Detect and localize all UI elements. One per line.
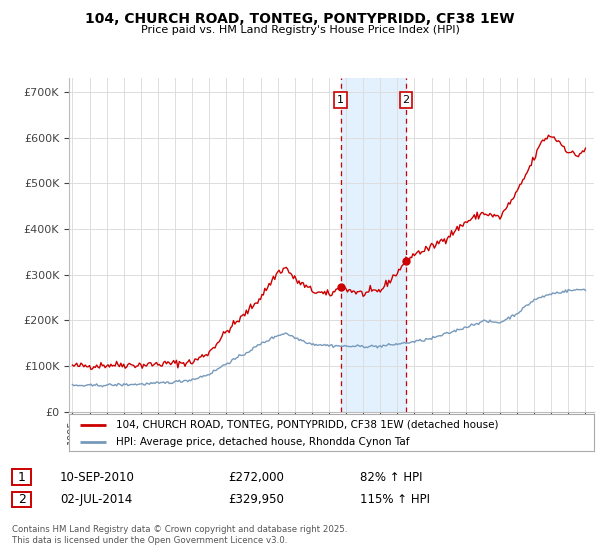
Text: 104, CHURCH ROAD, TONTEG, PONTYPRIDD, CF38 1EW: 104, CHURCH ROAD, TONTEG, PONTYPRIDD, CF… bbox=[85, 12, 515, 26]
Text: Price paid vs. HM Land Registry's House Price Index (HPI): Price paid vs. HM Land Registry's House … bbox=[140, 25, 460, 35]
Text: 115% ↑ HPI: 115% ↑ HPI bbox=[360, 493, 430, 506]
Text: 10-SEP-2010: 10-SEP-2010 bbox=[60, 470, 135, 484]
Text: £272,000: £272,000 bbox=[228, 470, 284, 484]
Bar bbox=[341, 78, 406, 412]
Text: 2: 2 bbox=[17, 493, 26, 506]
Text: 1: 1 bbox=[17, 470, 26, 484]
Text: 1: 1 bbox=[337, 95, 344, 105]
Text: 2: 2 bbox=[403, 95, 409, 105]
Text: £329,950: £329,950 bbox=[228, 493, 284, 506]
Text: 82% ↑ HPI: 82% ↑ HPI bbox=[360, 470, 422, 484]
Text: HPI: Average price, detached house, Rhondda Cynon Taf: HPI: Average price, detached house, Rhon… bbox=[116, 437, 410, 447]
Text: 02-JUL-2014: 02-JUL-2014 bbox=[60, 493, 132, 506]
Text: 104, CHURCH ROAD, TONTEG, PONTYPRIDD, CF38 1EW (detached house): 104, CHURCH ROAD, TONTEG, PONTYPRIDD, CF… bbox=[116, 419, 499, 430]
Text: Contains HM Land Registry data © Crown copyright and database right 2025.
This d: Contains HM Land Registry data © Crown c… bbox=[12, 525, 347, 545]
